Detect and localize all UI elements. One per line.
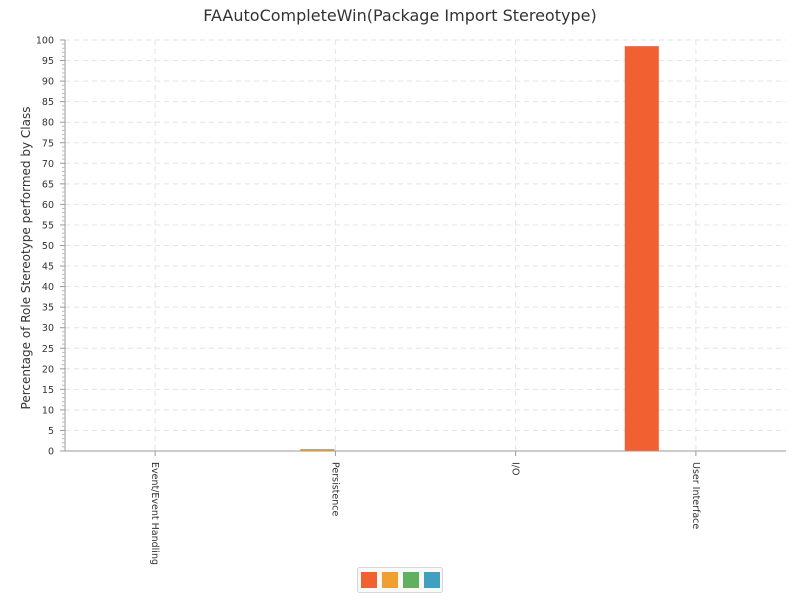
y-tick-label: 40	[42, 282, 54, 293]
x-tick-label: Event/Event Handling	[149, 462, 160, 565]
x-tick-label: Persistence	[329, 462, 340, 516]
y-tick-label: 50	[42, 241, 54, 252]
y-tick-label: 90	[42, 77, 54, 88]
y-tick-label: 15	[42, 385, 54, 396]
bar	[300, 448, 335, 451]
legend-swatch	[381, 572, 398, 588]
y-ticks-layer: 0 5 10 15 20 25 30 35 40 45 50 55 60 65 70 75 80 85 90 95 10…	[36, 36, 65, 458]
y-tick-label: 55	[42, 220, 54, 231]
y-tick-label: 85	[42, 97, 54, 108]
y-tick-label: 20	[42, 364, 54, 375]
y-tick-label: 80	[42, 118, 54, 129]
x-tick-label: User Interface	[690, 462, 701, 529]
chart-title: FAAutoCompleteWin(Package Import Stereot…	[203, 6, 597, 25]
legend-swatch	[423, 572, 440, 588]
grid-layer	[65, 39, 786, 451]
y-tick-label: 70	[42, 159, 54, 170]
y-tick-label: 95	[42, 56, 54, 67]
x-tick-label: I/O	[510, 462, 521, 475]
bar	[624, 46, 659, 451]
y-tick-label: 30	[42, 323, 54, 334]
legend	[357, 567, 443, 593]
legend-swatch	[360, 572, 377, 588]
y-tick-label: 100	[36, 36, 54, 47]
y-tick-label: 65	[42, 179, 54, 190]
x-ticks-layer: Event/Event Handling Persistence I/O User I…	[149, 451, 701, 565]
y-tick-label: 60	[42, 200, 54, 211]
y-tick-label: 25	[42, 344, 54, 355]
bars-layer	[300, 46, 659, 451]
y-tick-label: 0	[48, 447, 54, 458]
y-tick-label: 10	[42, 405, 54, 416]
y-tick-label: 5	[48, 426, 54, 437]
y-tick-label: 45	[42, 262, 54, 273]
legend-swatch	[402, 572, 419, 588]
y-tick-label: 35	[42, 303, 54, 314]
y-tick-label: 75	[42, 138, 54, 149]
